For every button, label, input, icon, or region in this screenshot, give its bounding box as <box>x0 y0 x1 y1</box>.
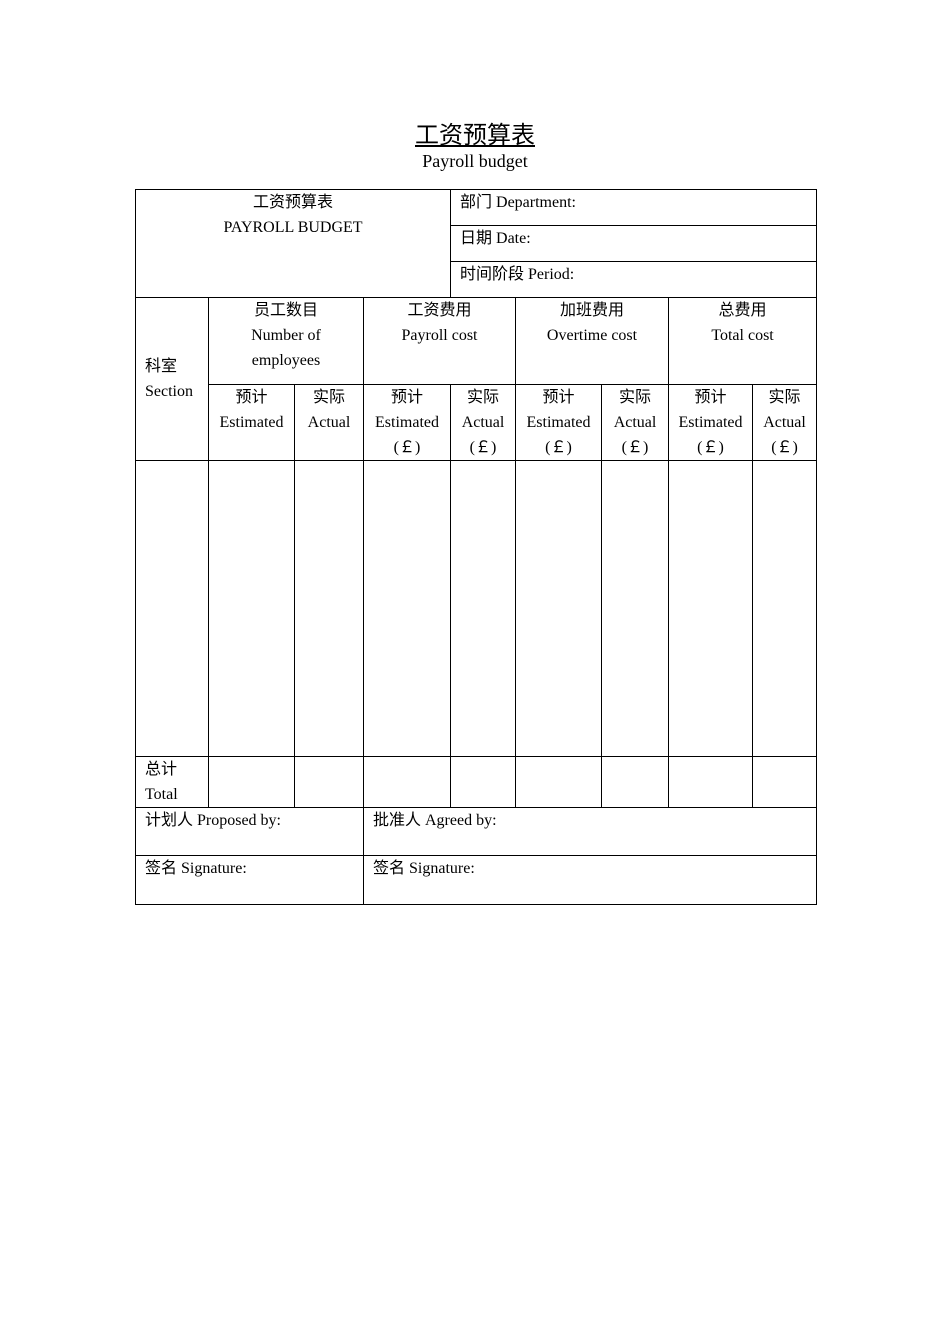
total-cell[interactable] <box>294 756 364 808</box>
form-title-en: PAYROLL BUDGET <box>223 219 363 236</box>
page-title: 工资预算表 <box>415 123 535 149</box>
period-field[interactable]: 时间阶段 Period: <box>450 261 818 298</box>
total-cell[interactable] <box>362 756 452 808</box>
sub-header: 预计 Estimated (￡) <box>362 384 452 461</box>
total-cell[interactable] <box>208 756 295 808</box>
total-cell[interactable] <box>601 756 670 808</box>
group-cn: 总费用 <box>718 302 767 319</box>
total-cell[interactable] <box>515 756 603 808</box>
group-header: 员工数目 Number of employees <box>208 297 364 385</box>
group-en: employees <box>251 352 321 369</box>
group-cn: 员工数目 <box>253 302 318 319</box>
section-cn: 科室 <box>145 358 178 375</box>
agreed-by-field[interactable]: 批准人 Agreed by: <box>362 807 818 856</box>
sub-header-unit: (￡) <box>469 439 497 456</box>
date-field[interactable]: 日期 Date: <box>450 225 818 262</box>
section-en: Section <box>145 383 193 400</box>
form-title-cn: 工资预算表 <box>253 194 334 211</box>
form-title-cell: 工资预算表 PAYROLL BUDGET <box>134 189 452 298</box>
data-cell[interactable] <box>294 460 364 757</box>
group-en: Number of <box>251 327 321 344</box>
sub-header-unit: (￡) <box>393 439 421 456</box>
page-subtitle: Payroll budget <box>422 151 528 171</box>
sub-header-en: Actual <box>461 414 505 431</box>
data-cell[interactable] <box>450 460 517 757</box>
total-label: 总计 Total <box>135 756 209 808</box>
sub-header-cn: 实际 <box>768 389 801 406</box>
total-cell[interactable] <box>668 756 754 808</box>
sub-header-cn: 预计 <box>542 389 575 406</box>
signature-left-field[interactable]: 签名 Signature: <box>135 855 364 905</box>
sub-header: 预计 Estimated (￡) <box>515 384 603 461</box>
sub-header: 实际 Actual <box>294 384 364 461</box>
sub-header-en: Actual <box>763 414 806 431</box>
total-cell[interactable] <box>752 756 818 808</box>
total-cn: 总计 <box>145 761 178 778</box>
total-cell[interactable] <box>450 756 517 808</box>
proposed-by-field[interactable]: 计划人 Proposed by: <box>135 807 364 856</box>
group-en: Overtime cost <box>546 327 638 344</box>
data-cell[interactable] <box>752 460 818 757</box>
sub-header-en: Estimated <box>375 414 439 431</box>
sub-header-en: Actual <box>613 414 657 431</box>
sub-header-cn: 实际 <box>312 389 345 406</box>
sub-header: 预计 Estimated (￡) <box>668 384 754 461</box>
sub-header: 实际 Actual (￡) <box>450 384 517 461</box>
data-cell[interactable] <box>515 460 603 757</box>
section-data-cell[interactable] <box>135 460 209 757</box>
group-cn: 加班费用 <box>560 302 625 319</box>
sub-header-en: Estimated <box>526 414 591 431</box>
data-cell[interactable] <box>601 460 670 757</box>
sub-header-en: Estimated <box>219 414 284 431</box>
sub-header-unit: (￡) <box>621 439 649 456</box>
sub-header-unit: (￡) <box>771 439 798 456</box>
group-header: 总费用 Total cost <box>668 297 818 385</box>
sub-header-cn: 预计 <box>235 389 268 406</box>
section-header: 科室 Section <box>135 297 209 461</box>
sub-header: 实际 Actual (￡) <box>752 384 818 461</box>
sub-header-cn: 实际 <box>619 389 652 406</box>
department-field[interactable]: 部门 Department: <box>450 189 818 226</box>
sub-header-cn: 预计 <box>391 389 424 406</box>
sub-header-en: Estimated <box>678 414 743 431</box>
payroll-budget-table: 工资预算表 PAYROLL BUDGET 部门 Department: 日期 D… <box>134 189 818 905</box>
sub-header-cn: 实际 <box>467 389 500 406</box>
group-header: 加班费用 Overtime cost <box>515 297 670 385</box>
group-en: Total cost <box>711 327 774 344</box>
group-en: Payroll cost <box>401 327 478 344</box>
sub-header-cn: 预计 <box>694 389 727 406</box>
sub-header: 预计 Estimated <box>208 384 295 461</box>
group-header: 工资费用 Payroll cost <box>362 297 517 385</box>
sub-header-unit: (￡) <box>545 439 572 456</box>
signature-right-field[interactable]: 签名 Signature: <box>362 855 818 905</box>
data-cell[interactable] <box>362 460 452 757</box>
data-cell[interactable] <box>208 460 295 757</box>
data-cell[interactable] <box>668 460 754 757</box>
sub-header-unit: (￡) <box>697 439 724 456</box>
sub-header: 实际 Actual (￡) <box>601 384 670 461</box>
sub-header-en: Actual <box>307 414 351 431</box>
total-en: Total <box>145 786 178 803</box>
group-cn: 工资费用 <box>407 302 472 319</box>
